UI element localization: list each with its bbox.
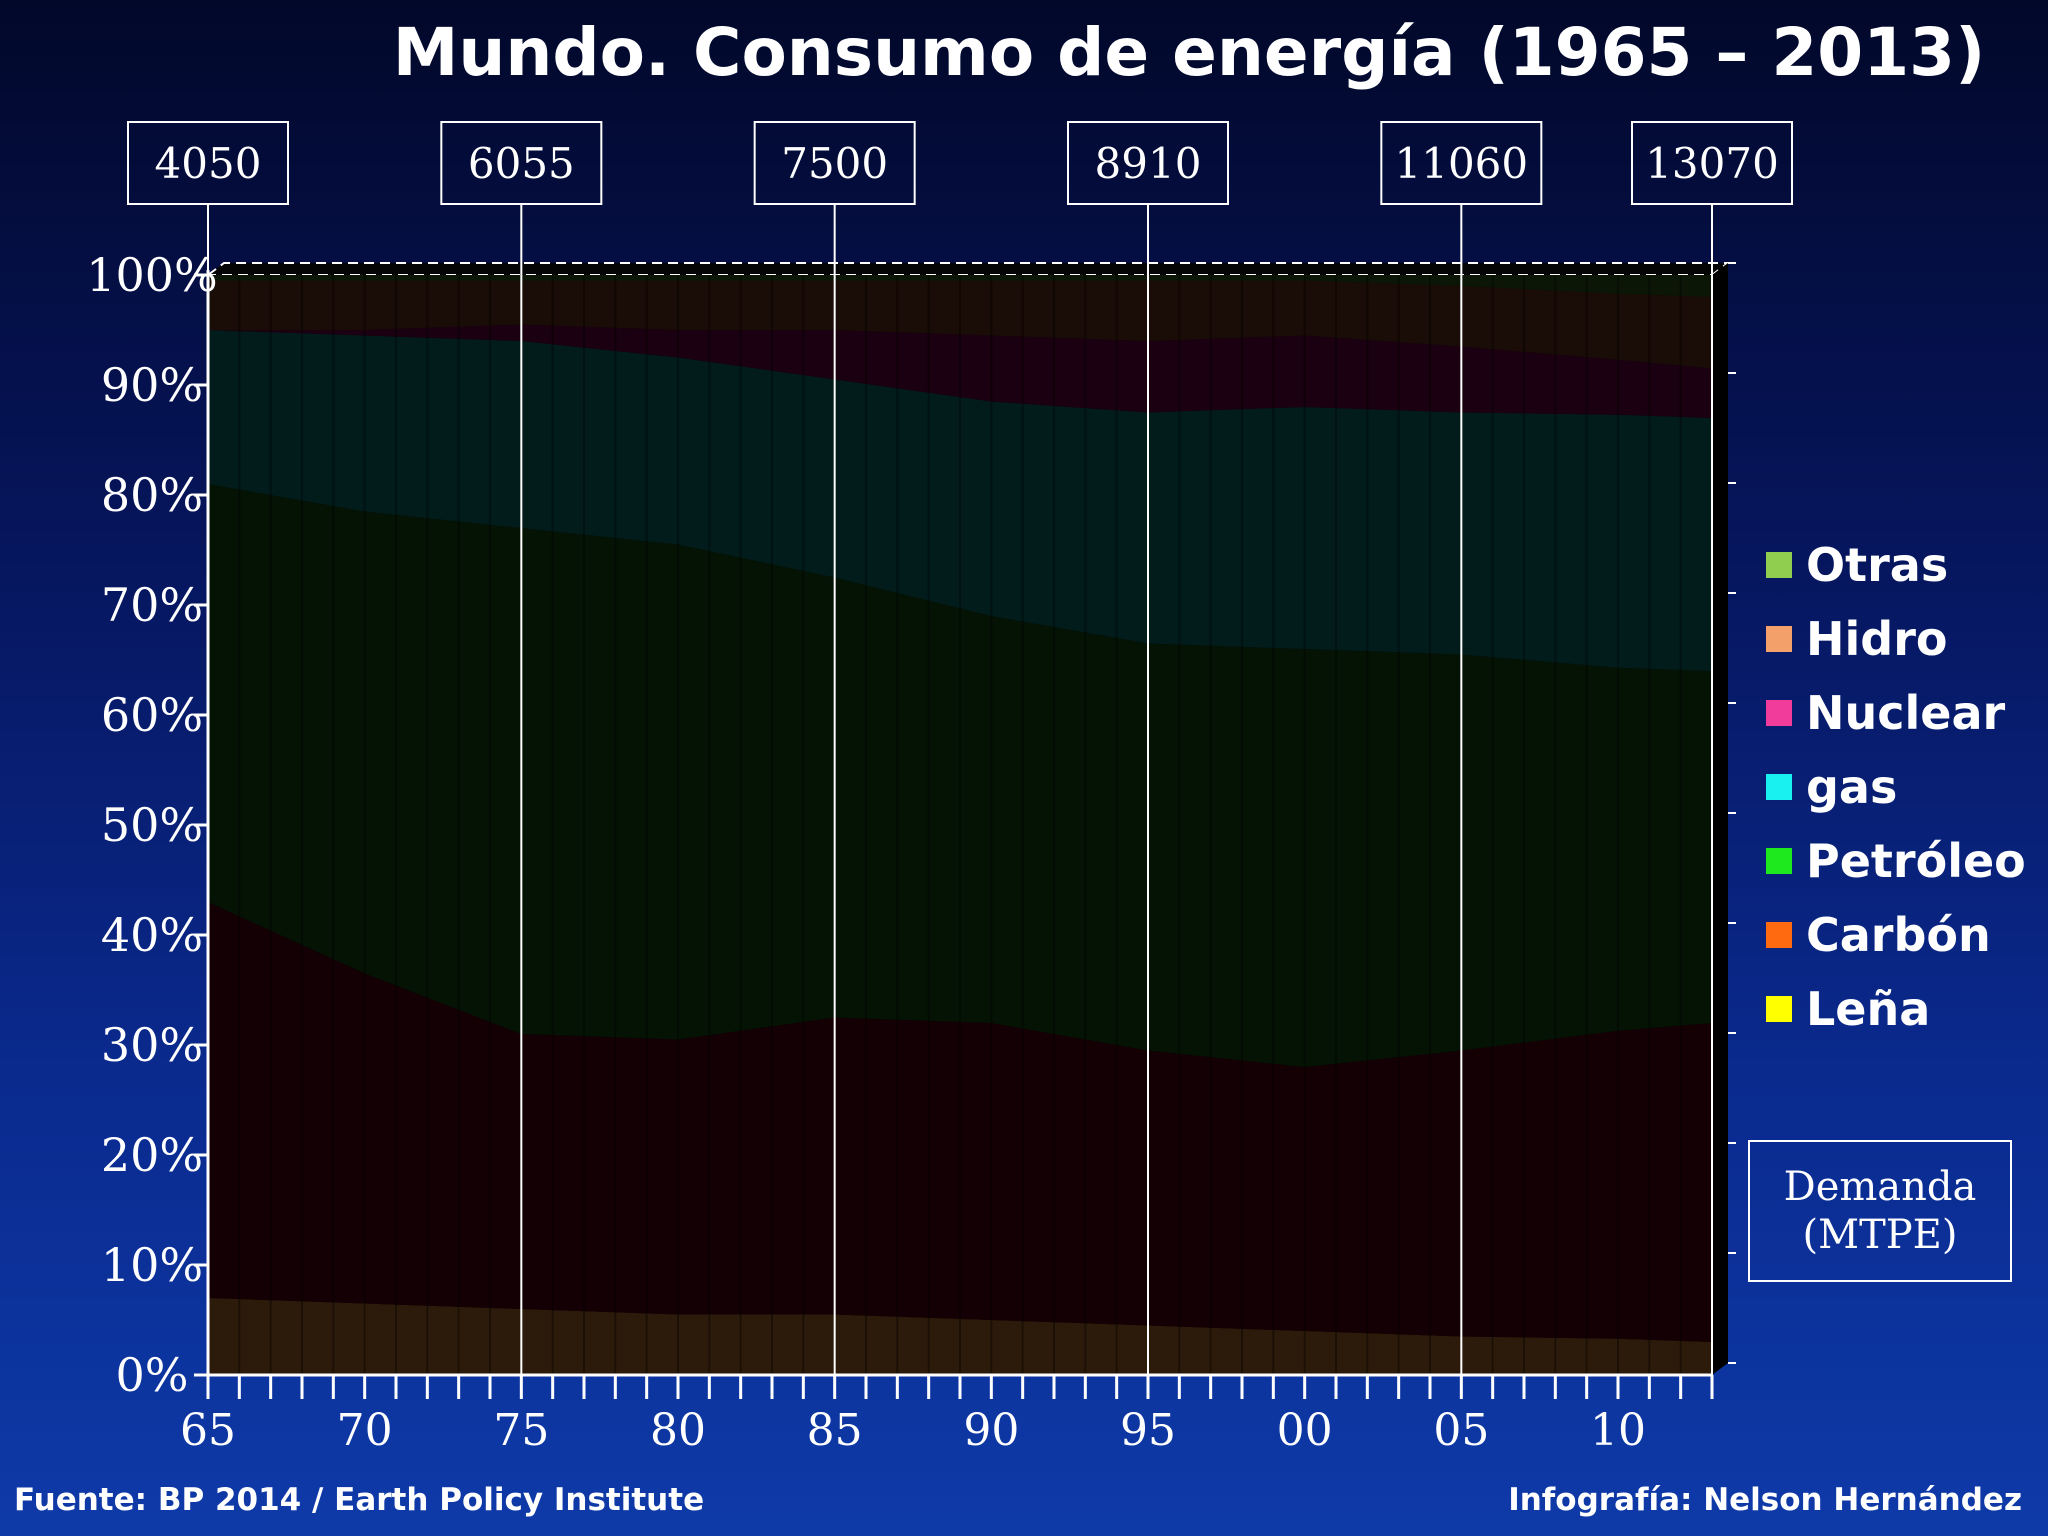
area-otras bbox=[208, 275, 1712, 297]
demand-callout-box bbox=[753, 121, 916, 205]
demand-callout-1965: 4050 bbox=[127, 121, 289, 1375]
area-leña bbox=[208, 1298, 1712, 1375]
area-nuclear bbox=[208, 324, 1712, 418]
demand-callout-box bbox=[127, 121, 289, 205]
demand-callout-1975: 6055 bbox=[440, 121, 603, 1375]
demand-callout-1985: 7500 bbox=[753, 121, 916, 1375]
area-gas bbox=[208, 330, 1712, 671]
legend-item-otras: Otras bbox=[1766, 528, 2026, 602]
legend-swatch bbox=[1766, 774, 1792, 800]
x-tick-label: 10 bbox=[1590, 1405, 1646, 1456]
legend-label: Otras bbox=[1806, 538, 1949, 592]
y-tick-label: 80% bbox=[101, 468, 203, 522]
demand-callout-2005: 11060 bbox=[1380, 121, 1543, 1375]
x-tick-label: 05 bbox=[1433, 1405, 1489, 1456]
demand-label: Demanda bbox=[1783, 1164, 1977, 1210]
demand-callout-value: 11060 bbox=[1395, 139, 1529, 188]
legend-item-carbón: Carbón bbox=[1766, 898, 2026, 972]
area-petróleo bbox=[208, 484, 1712, 1067]
demand-callout-value: 8910 bbox=[1095, 139, 1202, 188]
area-hidro bbox=[208, 280, 1712, 369]
legend-item-petróleo: Petróleo bbox=[1766, 824, 2026, 898]
demand-callout-1995: 8910 bbox=[1067, 121, 1229, 1375]
legend-label: Hidro bbox=[1806, 612, 1948, 666]
legend-item-leña: Leña bbox=[1766, 972, 2026, 1046]
legend-label: Petróleo bbox=[1806, 834, 2026, 888]
y-tick-label: 90% bbox=[101, 358, 203, 412]
y-tick-label: 50% bbox=[101, 798, 203, 852]
y-tick-label: 10% bbox=[101, 1238, 203, 1292]
legend: Otras Hidro Nuclear gas Petróleo Carbón Leña bbox=[1766, 528, 2026, 1046]
x-tick-label: 70 bbox=[337, 1405, 393, 1456]
y-tick-label: 100% bbox=[86, 248, 218, 302]
x-tick-label: 85 bbox=[807, 1405, 863, 1456]
y-tick-label: 70% bbox=[101, 578, 203, 632]
source-note: Fuente: BP 2014 / Earth Policy Institute bbox=[14, 1482, 705, 1518]
legend-swatch bbox=[1766, 996, 1792, 1022]
demand-callout-value: 7500 bbox=[781, 139, 888, 188]
x-tick-label: 00 bbox=[1277, 1405, 1333, 1456]
y-tick-label: 60% bbox=[101, 688, 203, 742]
plot-side-face bbox=[1712, 263, 1728, 1375]
legend-swatch bbox=[1766, 700, 1792, 726]
demand-callout-value: 13070 bbox=[1645, 139, 1779, 188]
x-tick-label: 65 bbox=[180, 1405, 236, 1456]
x-tick-label: 75 bbox=[493, 1405, 549, 1456]
legend-label: Carbón bbox=[1806, 908, 1991, 962]
y-tick-label: 20% bbox=[101, 1128, 203, 1182]
x-tick-label: 80 bbox=[650, 1405, 706, 1456]
legend-item-nuclear: Nuclear bbox=[1766, 676, 2026, 750]
x-tick-label: 95 bbox=[1120, 1405, 1176, 1456]
demand-unit-box: Demanda (MTPE) bbox=[1748, 1140, 2012, 1282]
legend-item-hidro: Hidro bbox=[1766, 602, 2026, 676]
legend-swatch bbox=[1766, 552, 1792, 578]
demand-callout-box bbox=[1380, 121, 1543, 205]
plot-top-face bbox=[205, 262, 1731, 276]
x-tick-label: 90 bbox=[963, 1405, 1019, 1456]
legend-label: Nuclear bbox=[1806, 686, 2006, 740]
y-tick-label: 40% bbox=[101, 908, 203, 962]
legend-swatch bbox=[1766, 626, 1792, 652]
legend-label: Leña bbox=[1806, 982, 1931, 1036]
chart-title: Mundo. Consumo de energía (1965 – 2013) bbox=[392, 14, 1986, 91]
y-tick-label: 30% bbox=[101, 1018, 203, 1072]
legend-item-gas: gas bbox=[1766, 750, 2026, 824]
credit-note: Infografía: Nelson Hernández bbox=[1508, 1482, 2022, 1518]
legend-swatch bbox=[1766, 848, 1792, 874]
demand-callout-box bbox=[440, 121, 603, 205]
demand-callout-value: 6055 bbox=[468, 139, 575, 188]
y-tick-label: 0% bbox=[116, 1348, 189, 1402]
demand-unit: (MTPE) bbox=[1802, 1212, 1958, 1258]
demand-callout-box bbox=[1631, 121, 1793, 205]
demand-callout-box bbox=[1067, 121, 1229, 205]
demand-callout-2013: 13070 bbox=[1631, 121, 1793, 1375]
legend-label: gas bbox=[1806, 760, 1898, 814]
area-carbón bbox=[208, 902, 1712, 1342]
legend-swatch bbox=[1766, 922, 1792, 948]
demand-callout-value: 4050 bbox=[155, 139, 262, 188]
